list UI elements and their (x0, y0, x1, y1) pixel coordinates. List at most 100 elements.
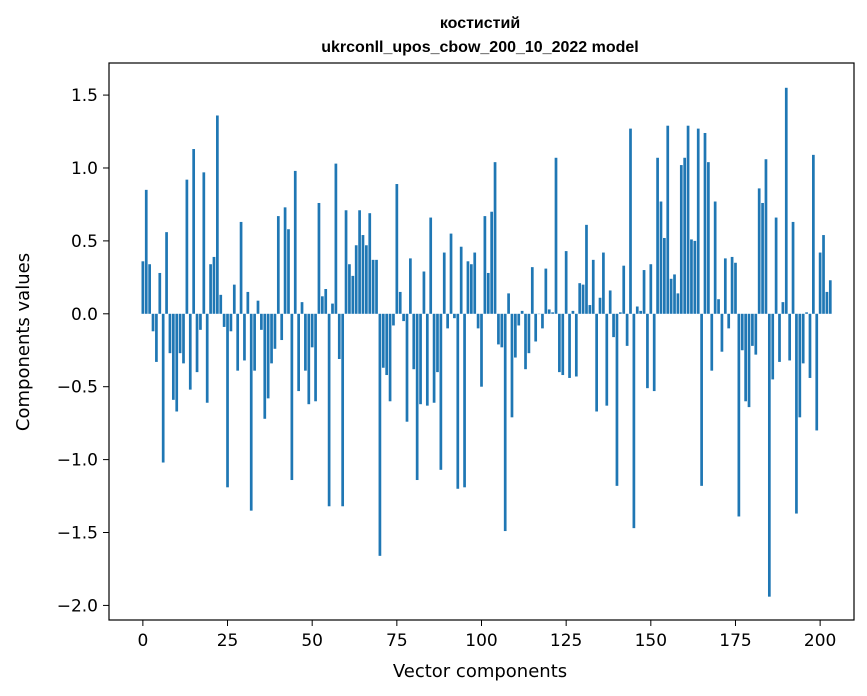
bar (696, 128, 700, 314)
bar (774, 217, 778, 314)
bar (405, 313, 409, 422)
bar (737, 313, 741, 517)
bar (558, 313, 561, 373)
bar (503, 313, 507, 532)
bar (815, 313, 819, 431)
bar (605, 313, 609, 406)
bar (392, 313, 395, 326)
bar (354, 245, 358, 314)
bar (554, 157, 558, 314)
bar (378, 313, 382, 556)
bar (165, 232, 168, 314)
bar (344, 210, 348, 314)
bar (791, 221, 795, 314)
bar (700, 313, 703, 486)
bar (243, 313, 246, 361)
y-tick-label: −2.0 (57, 596, 98, 616)
bar (331, 303, 334, 314)
bar (490, 211, 494, 314)
bar (273, 313, 277, 349)
bar (761, 202, 764, 314)
bar (148, 264, 151, 314)
bar (442, 252, 446, 314)
bar (520, 310, 524, 314)
bar (375, 259, 378, 314)
bar (530, 267, 534, 314)
bar (720, 313, 724, 352)
bar (568, 313, 571, 378)
bar (480, 313, 483, 387)
bars-group (141, 87, 832, 597)
bar (314, 313, 317, 402)
bar (693, 240, 697, 314)
bar (395, 184, 399, 314)
bar (287, 229, 290, 314)
bar (409, 258, 412, 314)
bar (747, 313, 751, 408)
bar (744, 313, 747, 402)
bar (229, 313, 233, 332)
bar (361, 235, 365, 314)
bar (209, 264, 212, 314)
bar (544, 268, 548, 314)
bar (341, 313, 345, 507)
bar (493, 162, 497, 314)
x-axis-ticks: 0 25 50 75 100 125 150 175 200 (137, 620, 836, 651)
bar (767, 313, 771, 597)
bar (449, 233, 453, 314)
bar (381, 313, 385, 368)
x-tick-label: 125 (550, 631, 582, 651)
bar (632, 313, 636, 529)
x-tick-label: 150 (635, 631, 667, 651)
bar (141, 261, 145, 314)
bar (310, 313, 314, 348)
bar (595, 313, 598, 412)
bar (825, 291, 829, 314)
bar (168, 313, 172, 354)
bar (497, 313, 500, 345)
bar (453, 313, 456, 319)
bar (419, 313, 422, 405)
bar (192, 149, 196, 314)
bar (446, 313, 449, 329)
bar (707, 162, 710, 314)
bar (507, 293, 510, 314)
bar (334, 163, 338, 314)
bar (663, 237, 666, 314)
bar (669, 278, 673, 314)
bar (171, 313, 175, 400)
bar (500, 313, 504, 348)
bar (388, 313, 392, 402)
bar (795, 313, 798, 514)
bar (818, 252, 822, 314)
bar (734, 262, 737, 314)
bar (686, 125, 690, 314)
bar (280, 313, 284, 341)
bar (324, 289, 328, 314)
bar (436, 313, 439, 373)
bar (547, 309, 551, 314)
bar (236, 313, 240, 371)
bar (591, 259, 595, 314)
bar (727, 313, 731, 329)
bar (337, 313, 341, 359)
bar (297, 313, 300, 392)
bar (812, 154, 815, 314)
bar (439, 313, 443, 470)
bar (429, 217, 433, 314)
bar (527, 313, 531, 354)
bar (551, 312, 554, 314)
bar (151, 313, 155, 332)
bar (642, 270, 646, 314)
bar (320, 296, 324, 314)
bar (216, 115, 219, 314)
bar (246, 291, 250, 314)
bar (666, 125, 670, 314)
x-tick-label: 200 (804, 631, 836, 651)
bar (778, 313, 781, 362)
bar (263, 313, 267, 419)
bar (622, 265, 626, 314)
bar (232, 284, 236, 314)
bar (801, 313, 805, 364)
